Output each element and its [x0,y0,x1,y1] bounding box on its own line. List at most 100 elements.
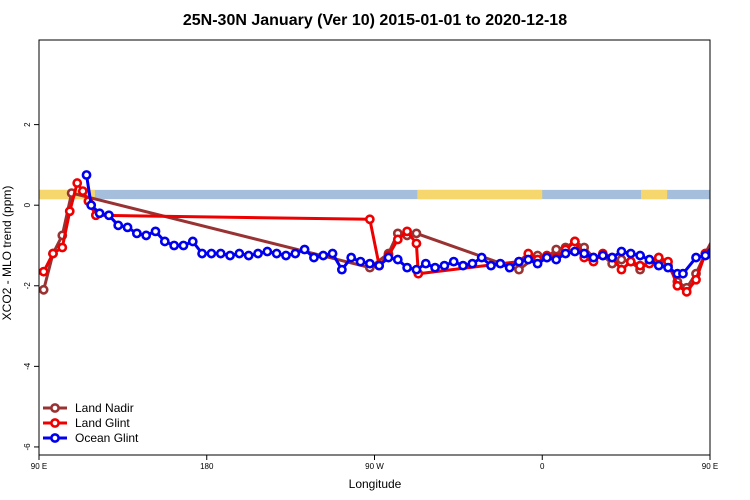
y-axis-label: XCO2 - MLO trend (ppm) [0,186,14,321]
data-point [551,254,562,265]
data-point [569,236,580,247]
legend-label: Ocean Glint [75,431,139,445]
data-point [94,208,105,219]
data-point [364,258,375,269]
data-point [402,262,413,273]
y-tick-label: 0 [23,202,32,207]
x-tick-label: 0 [540,462,545,471]
legend-marker [50,433,60,443]
data-point [663,262,673,273]
data-point [448,256,459,267]
data-point [625,256,636,267]
data-point [159,236,170,247]
data-point [206,248,217,259]
data-point [678,268,688,279]
data-point [318,250,329,261]
data-point [197,248,207,259]
data-point [737,212,744,219]
data-point [551,244,562,255]
data-point [739,200,746,207]
data-point [309,252,319,263]
data-point [262,246,273,257]
data-point [150,226,161,237]
chart-title: 25N-30N January (Ver 10) 2015-01-01 to 2… [183,12,567,29]
data-point [730,232,737,239]
land-mask-segment [641,189,668,200]
data-point [225,250,235,261]
data-point [374,260,385,271]
data-point [579,248,590,259]
data-point [458,260,468,271]
data-point [131,228,142,239]
data-point [48,248,58,259]
x-tick-label: 90 E [31,462,47,471]
data-point [476,252,487,263]
y-tick-label: 2 [23,122,32,127]
data-point [215,248,226,259]
data-point [187,236,198,247]
data-point [271,248,282,259]
data-point [720,236,727,243]
data-point [77,186,88,196]
x-axis-label: Longitude [349,477,402,491]
data-point [709,241,710,245]
data-point [597,250,608,261]
land-mask-segment [719,190,750,199]
data-point [616,254,627,265]
data-point [653,252,664,263]
data-point [681,286,692,297]
data-point [72,178,83,188]
data-point [730,187,737,194]
data-point [234,248,245,259]
data-point [532,258,543,269]
legend-label: Land Nadir [75,401,134,415]
data-point [103,210,114,221]
data-point [169,240,180,251]
data-point [467,258,478,269]
data-point [39,284,49,295]
plot-area: 90 E 180 90 W 0 90 E -6 -4 -2 0 2 [23,39,750,471]
data-point [122,222,133,233]
data-point [281,250,291,261]
x-tick-label: 90 W [365,462,384,471]
data-point [691,274,701,285]
data-point [141,230,152,241]
data-point [178,240,189,251]
data-point [514,256,524,267]
data-point [691,252,701,263]
data-point [392,254,403,265]
data-point [514,264,524,275]
x-tick-label: 180 [200,462,214,471]
data-point [625,248,636,259]
data-point [616,264,627,275]
data-point [57,242,68,253]
data-point [243,250,254,261]
data-point [299,244,310,255]
data-point [346,252,357,263]
data-point [411,228,422,239]
data-point [672,280,683,291]
data-point [523,254,534,265]
data-point [392,234,403,245]
data-point [709,245,710,250]
data-point [700,250,710,261]
ocean-mask-band [39,189,710,200]
data-point [569,246,580,257]
data-point [86,200,97,211]
data-point [355,256,366,267]
data-point [644,254,655,265]
data-point [81,170,92,180]
data-point [720,190,727,197]
data-point [560,248,571,259]
data-point [336,264,347,275]
data-point [290,248,301,259]
y-tick-label: -2 [23,282,32,290]
data-point [402,226,413,237]
data-point [607,252,618,263]
data-point [653,260,664,271]
legend-label: Land Glint [75,416,130,430]
data-point [411,264,422,275]
plot-content [39,170,750,297]
y-tick-label: -6 [23,443,32,451]
